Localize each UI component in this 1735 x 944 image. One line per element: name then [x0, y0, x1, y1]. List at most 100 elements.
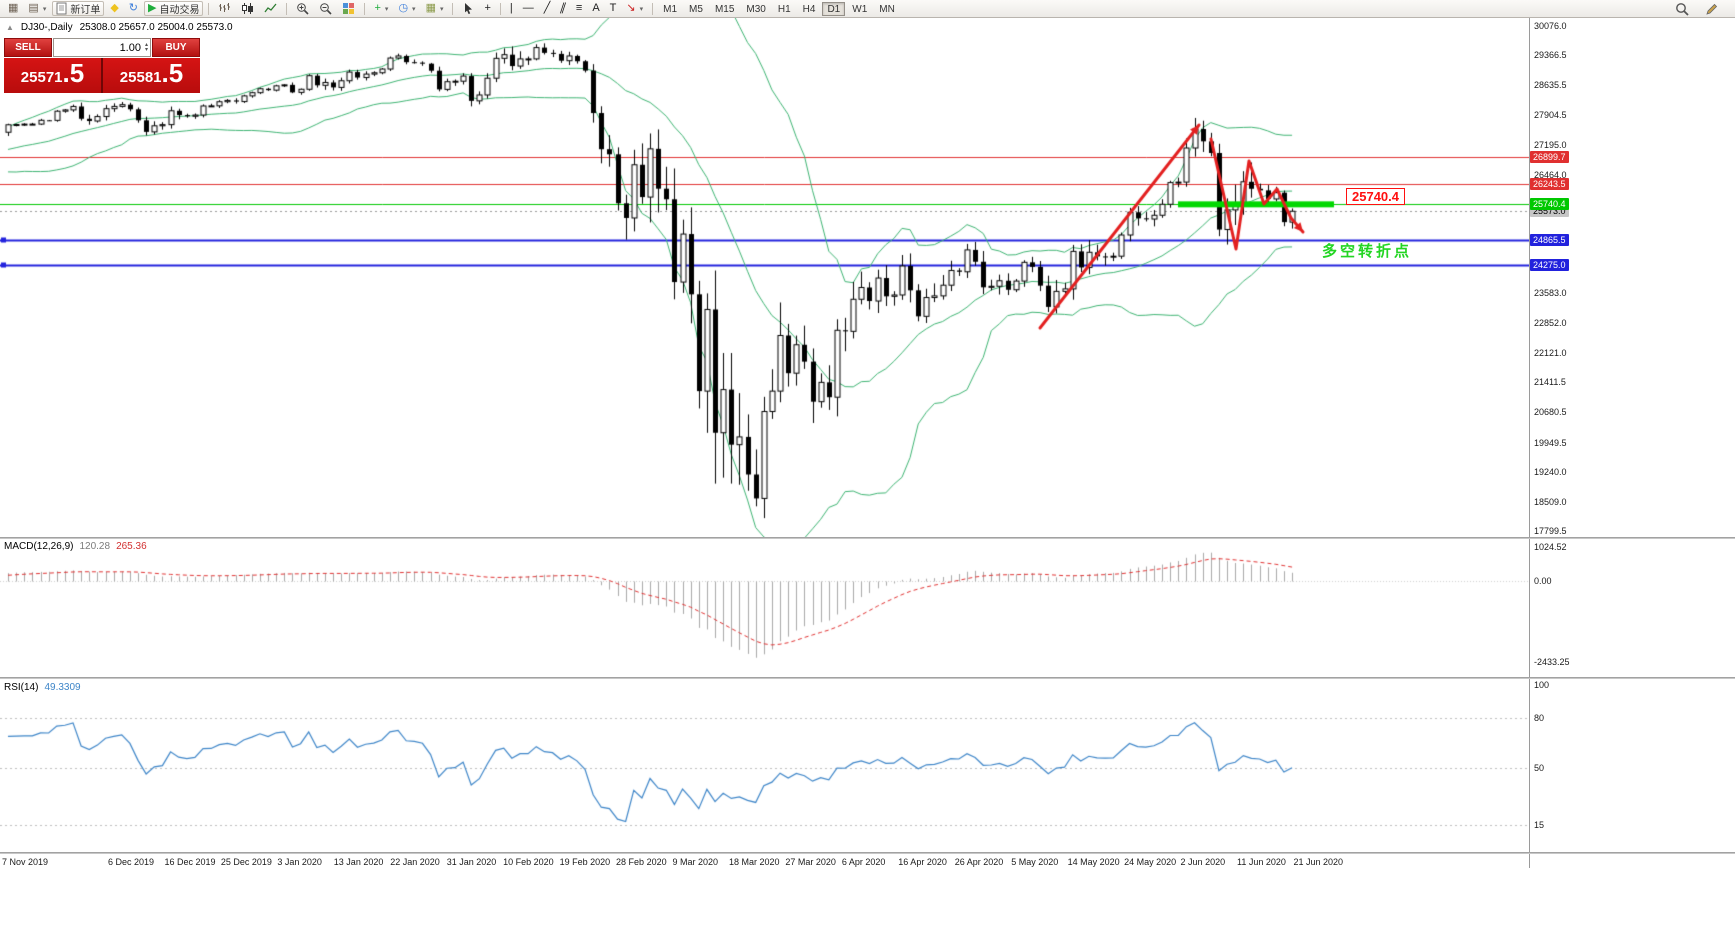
trendline-icon[interactable]: ╱	[543, 2, 551, 14]
buy-button[interactable]: BUY	[152, 38, 200, 57]
timeframe-w1[interactable]: W1	[852, 3, 868, 15]
sell-button[interactable]: SELL	[4, 38, 52, 57]
volume-down-icon[interactable]: ▾	[144, 46, 148, 53]
bar-chart-icon[interactable]	[214, 1, 235, 16]
timeframe-h4[interactable]: H4	[802, 3, 816, 15]
date-label: 16 Apr 2020	[898, 857, 947, 867]
toolbar-separator	[452, 2, 454, 15]
buy-price-button[interactable]: 25581.5	[101, 58, 200, 93]
price-tick: 27904.5	[1534, 110, 1567, 121]
symbol-info-line: ▲ DJ30-,Daily 25308.0 25657.0 25004.0 25…	[6, 22, 233, 33]
time-axis[interactable]: 7 Nov 2019 6 Dec 2019 16 Dec 2019 25 Dec 20…	[0, 854, 1529, 872]
volume-up-icon[interactable]: ▴	[144, 41, 148, 48]
metaeditor-icon[interactable]: ◆	[110, 2, 119, 14]
timeframe-m15[interactable]: M15	[714, 3, 735, 15]
date-label: 11 Jun 2020	[1237, 857, 1286, 867]
macd-panel-canvas[interactable]	[0, 539, 1529, 676]
macd-axis-label: 0.00	[1534, 576, 1552, 587]
timeframe-mn[interactable]: MN	[879, 3, 895, 15]
volume-stepper[interactable]: 1.00 ▴ ▾	[53, 38, 151, 57]
rsi-axis-label: 50	[1534, 762, 1545, 773]
price-line-label: 24275.0	[1530, 258, 1569, 271]
refresh-icon[interactable]: ↻	[128, 2, 139, 14]
toolbar-separator	[364, 2, 366, 15]
indicators-icon[interactable]	[338, 1, 359, 16]
panel-separator-macd[interactable]	[0, 537, 1735, 539]
date-label: 24 May 2020	[1124, 857, 1177, 867]
rsi-indicator-header: RSI(14) 49.3309	[4, 682, 81, 693]
text-label-icon[interactable]: T	[609, 2, 617, 14]
toolbar-right-group	[1671, 1, 1731, 16]
macd-axis-label: -2433.25	[1534, 657, 1570, 667]
oneclick-collapse-icon[interactable]: ▲	[6, 23, 14, 32]
date-label: 19 Feb 2020	[559, 857, 611, 867]
sell-price-frac: .5	[62, 58, 85, 88]
date-label: 6 Apr 2020	[841, 857, 886, 867]
date-label: 9 Mar 2020	[672, 857, 719, 867]
templates-icon[interactable]: ▦ ▾	[425, 2, 444, 14]
zoom-in-icon[interactable]	[292, 1, 313, 16]
price-chart-canvas[interactable]	[0, 18, 1529, 537]
one-click-trading-panel: SELL 1.00 ▴ ▾ BUY 25571.5 25581.5	[4, 38, 200, 93]
autotrading-button[interactable]: ▶ 自动交易	[144, 1, 204, 16]
fibonacci-icon[interactable]: ≡	[575, 2, 583, 14]
volume-spin-icons[interactable]: ▴ ▾	[144, 41, 148, 53]
date-label: 7 Nov 2019	[2, 857, 49, 867]
zoom-out-icon[interactable]	[315, 1, 336, 16]
buy-price-main: 25581	[119, 69, 162, 86]
date-label: 14 May 2020	[1067, 857, 1120, 867]
profiles-icon[interactable]: ▤ ▾	[28, 2, 47, 14]
rsi-axis-label: 100	[1534, 680, 1550, 690]
candlestick-chart-icon[interactable]	[237, 1, 258, 16]
periodicity-icon[interactable]: ◷ ▾	[398, 2, 416, 14]
macd-axis-label: 1024.52	[1534, 542, 1567, 552]
price-tick: 26464.0	[1534, 169, 1567, 180]
rsi-axis-label: 15	[1534, 820, 1545, 831]
turning-point-annotation[interactable]: 多空转折点	[1322, 243, 1413, 260]
channel-icon[interactable]: ∥	[558, 2, 569, 14]
rsi-axis-label: 80	[1534, 713, 1545, 723]
timeframe-d1[interactable]: D1	[822, 1, 846, 16]
date-label: 6 Dec 2019	[108, 857, 155, 867]
add-indicator-icon[interactable]: + ▾	[374, 2, 389, 14]
text-icon[interactable]: A	[592, 2, 600, 14]
panel-separator-rsi[interactable]	[0, 677, 1735, 679]
crosshair-icon[interactable]: +	[484, 2, 491, 14]
horizontal-line-icon[interactable]: —	[522, 2, 534, 14]
line-chart-icon[interactable]	[260, 1, 281, 16]
price-axis-border	[1529, 18, 1530, 868]
level-price-label[interactable]: 25740.4	[1346, 188, 1405, 205]
price-tick: 22121.0	[1534, 348, 1567, 359]
date-label: 26 Apr 2020	[954, 857, 1004, 867]
macd-signal-value: 265.36	[116, 541, 147, 552]
price-axis[interactable]: 30076.0 29366.5 28635.5 27904.5 27195.0 26464…	[1529, 18, 1735, 856]
price-line-label: 25740.4	[1530, 198, 1569, 211]
timeframe-m1[interactable]: M1	[663, 3, 678, 15]
rsi-value: 49.3309	[44, 682, 81, 693]
price-tick: 23583.0	[1534, 288, 1567, 299]
rsi-name: RSI(14)	[4, 682, 39, 693]
panel-separator-timeaxis[interactable]	[0, 852, 1735, 854]
price-tick: 20680.5	[1534, 407, 1567, 418]
new-order-button[interactable]: 新订单	[52, 1, 105, 16]
timeframe-m5[interactable]: M5	[689, 3, 703, 15]
price-tick: 28635.5	[1534, 80, 1567, 91]
date-label: 13 Jan 2020	[333, 857, 384, 867]
cursor-icon[interactable]	[458, 1, 478, 16]
rsi-panel-canvas[interactable]	[0, 679, 1529, 852]
sell-price-button[interactable]: 25571.5	[4, 58, 101, 93]
toolbar-separator	[652, 2, 654, 15]
price-line-label: 26899.7	[1530, 150, 1569, 163]
date-label: 25 Dec 2019	[220, 857, 272, 867]
edit-icon[interactable]	[1701, 1, 1723, 16]
price-tick: 19949.5	[1534, 437, 1567, 448]
timeframe-h1[interactable]: H1	[777, 3, 791, 15]
new-chart-icon[interactable]: ▦	[8, 2, 19, 14]
search-icon[interactable]	[1671, 1, 1693, 16]
timeframe-m30[interactable]: M30	[746, 3, 766, 15]
date-label: 2 Jun 2020	[1180, 857, 1226, 867]
price-tick: 18509.0	[1534, 496, 1567, 507]
arrows-icon[interactable]: ↘ ▾	[626, 2, 644, 14]
vertical-line-icon[interactable]: |	[509, 2, 513, 14]
